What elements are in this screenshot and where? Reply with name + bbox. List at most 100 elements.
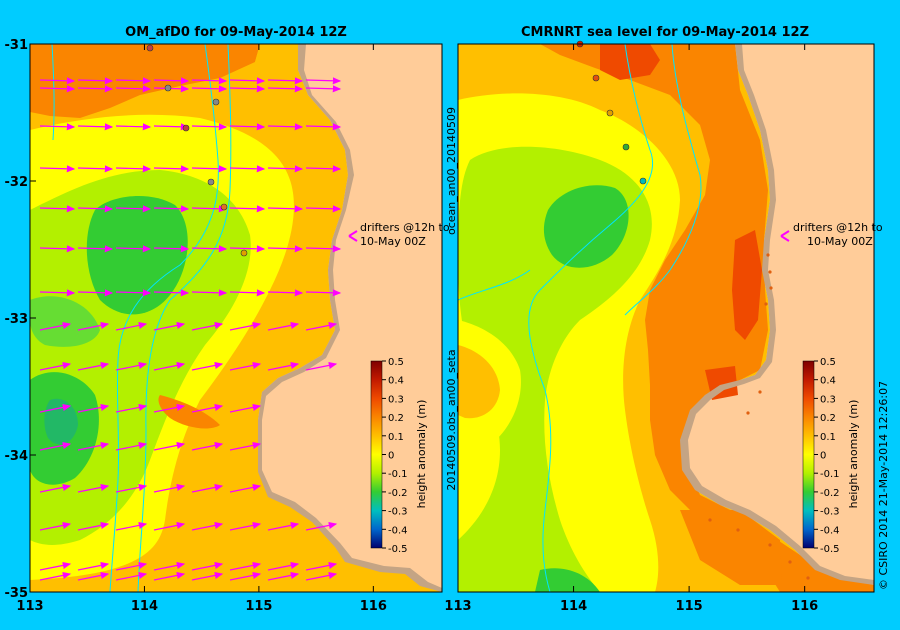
drifter-dot-small [764, 302, 768, 306]
drifter-arrow [115, 483, 148, 493]
drifter-dot-small [768, 543, 772, 547]
drifter-arrow [77, 165, 114, 173]
drifter-arrow [305, 571, 338, 581]
drifter-arrow [305, 561, 338, 571]
x-tick-label: 115 [676, 599, 703, 614]
right-isobath-3 [458, 269, 531, 301]
drifter-dot [639, 177, 647, 185]
left-drifter-arrows [39, 77, 342, 581]
drifter-arrow [153, 561, 186, 571]
x-tick-label: 114 [131, 599, 158, 614]
drifter-arrow [229, 521, 262, 531]
drifter-arrow [153, 483, 186, 493]
drifter-arrow [39, 77, 76, 85]
left-annotation-line1: drifters @12h to [360, 221, 450, 234]
drifter-arrow [305, 521, 338, 531]
drifter-dot-small [758, 390, 762, 394]
drifter-arrow [39, 561, 72, 571]
svg-text:drifters @12h to 10-May: drifters @12h to 10-May 00Z [360, 221, 453, 248]
drifter-arrow [39, 289, 76, 297]
right-frame [457, 43, 875, 593]
drifter-arrow [77, 561, 110, 571]
x-tick-label: 113 [444, 599, 471, 614]
drifter-arrow [77, 85, 114, 93]
drifter-arrow [115, 77, 152, 85]
left-field-green-3 [30, 296, 100, 347]
drifter-arrow [153, 521, 186, 531]
drifter-arrow [229, 361, 262, 371]
colorbar-tick-label: -0.5 [820, 544, 840, 555]
drifter-arrow [229, 321, 262, 331]
colorbar-tick-label: 0.2 [388, 413, 404, 424]
drifter-arrow [77, 245, 114, 253]
drifter-arrow [39, 571, 72, 581]
drifter-arrow [39, 483, 72, 493]
colorbar-tick-label: 0.2 [820, 413, 836, 424]
left-panel-title: OM_afD0 for 09-May-2014 12Z [125, 25, 347, 40]
drifter-arrow [77, 361, 110, 371]
drifter-arrow [229, 289, 266, 297]
drifter-arrow [115, 441, 148, 451]
right-field-orange [540, 44, 874, 592]
colorbar-tick-label: 0 [820, 451, 826, 462]
drifter-arrow [267, 521, 300, 531]
drifter-arrow [115, 205, 152, 213]
right-drifter-dots [576, 40, 810, 580]
left-drifter-dots [146, 44, 248, 257]
drifter-arrow [115, 289, 152, 297]
drifter-arrow [153, 245, 190, 253]
drifter-arrow [191, 289, 228, 297]
x-tick-label: 116 [791, 599, 818, 614]
drifter-arrow [229, 483, 262, 493]
drifter-dot-small [736, 528, 740, 532]
drifter-arrow [39, 245, 76, 253]
left-y-axis: -31 -32 -33 -34 -35 [5, 38, 36, 601]
drifter-dot [220, 203, 228, 211]
right-annotation: drifters @12h to 10-May 00Z [780, 221, 886, 248]
drifter-arrow [305, 205, 342, 213]
drifter-arrow [267, 205, 304, 213]
drifter-arrow [77, 403, 110, 413]
right-isobath [528, 44, 654, 592]
left-colorbar: 0.5 0.4 0.3 0.2 0.1 0 -0.1 -0.2 -0.3 -0.4 -0.5 hei… [370, 357, 428, 555]
right-colorbar-label: height anomaly (m) [847, 400, 860, 509]
drifter-arrow [229, 245, 266, 253]
drifter-arrow [191, 441, 224, 451]
drifter-dot-small [768, 270, 772, 274]
drifter-arrow [153, 361, 186, 371]
right-field-green [543, 185, 629, 268]
drifter-arrow [153, 123, 190, 131]
drifter-arrow [229, 85, 266, 93]
drifter-arrow [115, 321, 148, 331]
x-tick-label: 116 [360, 599, 387, 614]
drifter-arrow [39, 403, 72, 413]
drifter-arrow [305, 361, 338, 371]
colorbar-tick-label: -0.3 [820, 507, 840, 518]
drifter-arrow [153, 321, 186, 331]
drifter-arrow [115, 245, 152, 253]
left-colorbar-label: height anomaly (m) [415, 400, 428, 509]
drifter-arrow [267, 289, 304, 297]
drifter-arrow [115, 571, 148, 581]
drifter-arrow [115, 361, 148, 371]
svg-text:drifters @12h to 10-May: drifters @12h to 10-May 00Z [793, 221, 886, 248]
drifter-arrow [39, 123, 76, 131]
drifter-arrow [305, 321, 338, 331]
drifter-arrow [305, 77, 342, 85]
drifter-dot [592, 74, 600, 82]
drifter-arrow [39, 165, 76, 173]
drifter-dot-small [806, 576, 810, 580]
drifter-dot [212, 98, 220, 106]
right-field-darkorange [600, 44, 660, 80]
drifter-arrow [229, 123, 266, 131]
colorbar-tick-label: 0.3 [388, 394, 404, 405]
left-isobath [109, 44, 219, 592]
drifter-arrow [191, 165, 228, 173]
drifter-arrow [39, 361, 72, 371]
colorbar-tick-label: -0.3 [388, 507, 408, 518]
drifter-arrow [305, 85, 342, 93]
left-annotation-arrow-icon [348, 230, 358, 242]
drifter-arrow [153, 441, 186, 451]
right-x-axis: 113 114 115 116 [444, 44, 818, 614]
